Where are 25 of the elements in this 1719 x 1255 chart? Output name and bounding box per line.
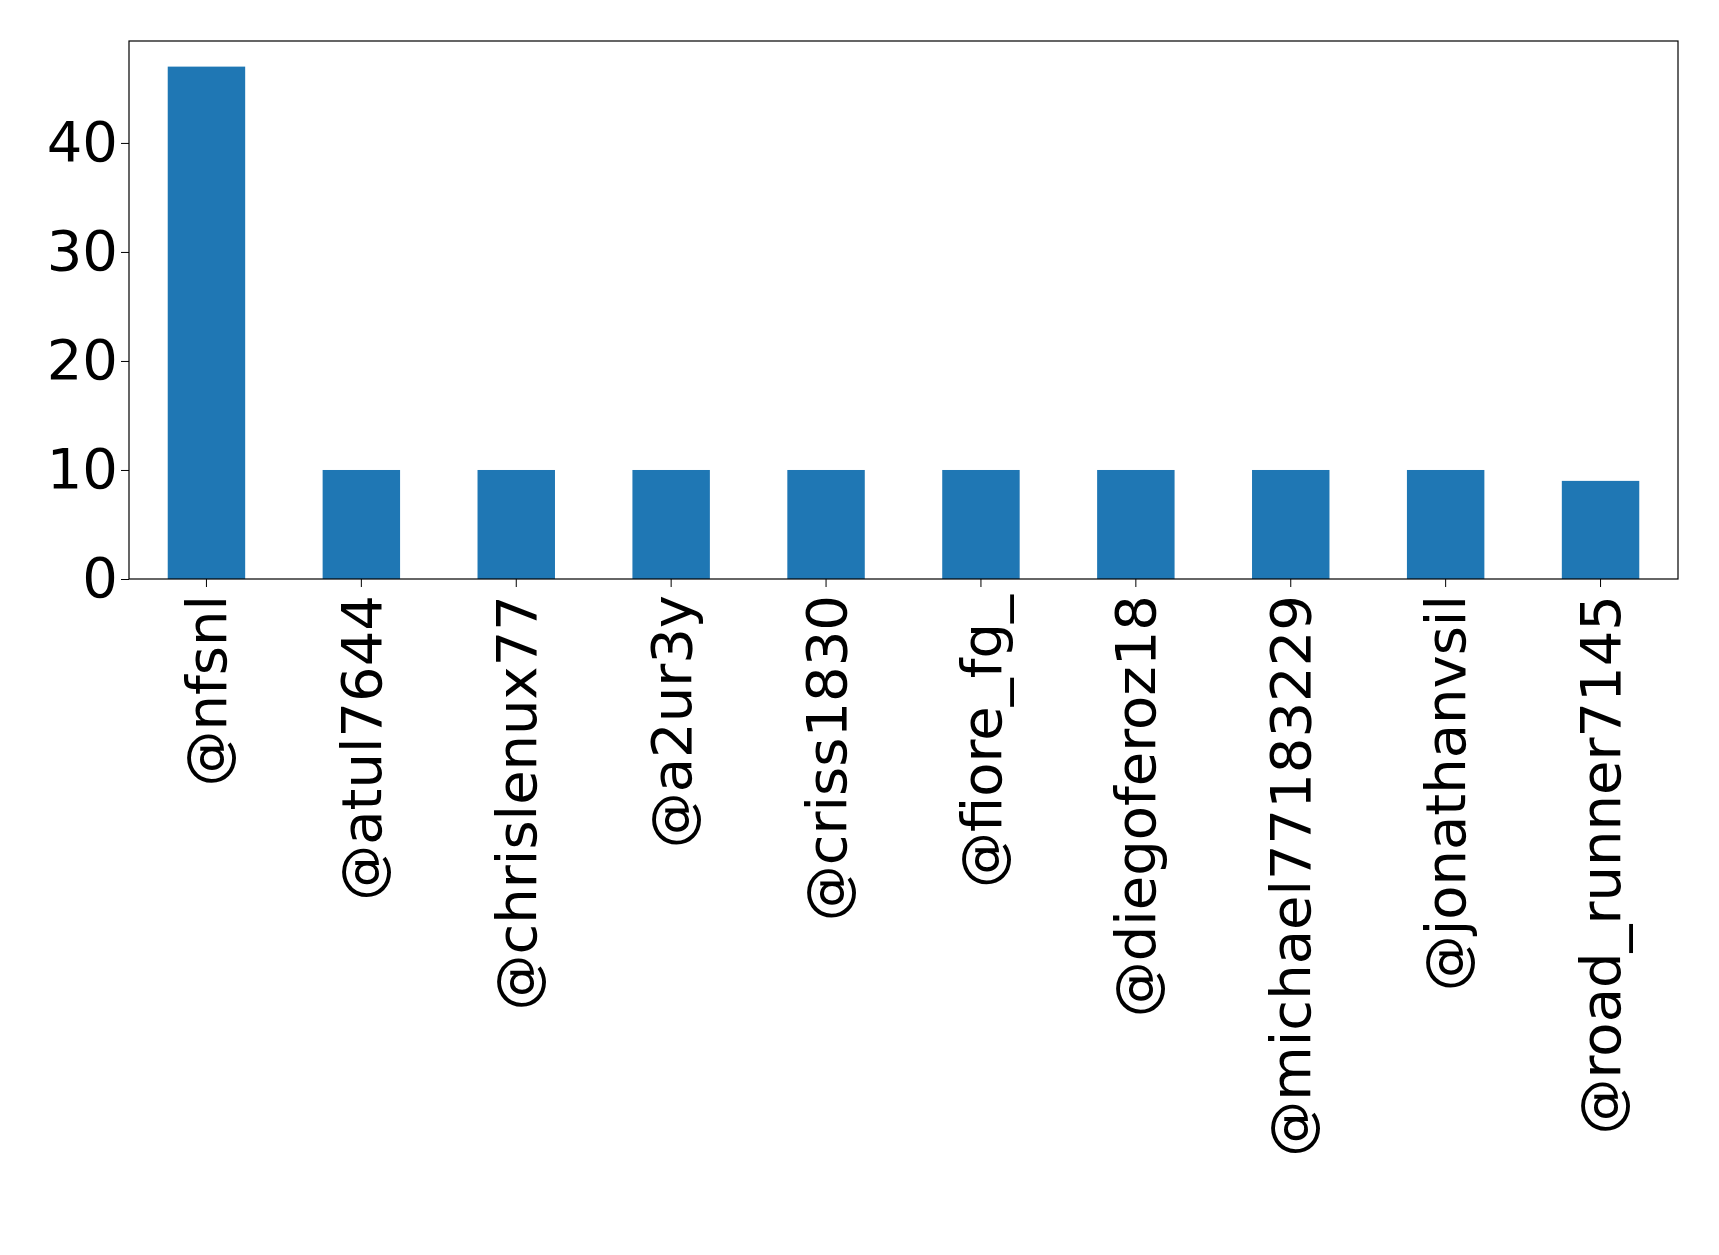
bar [1097, 469, 1175, 579]
y-tick-label: 0 [82, 545, 118, 611]
bar [322, 469, 401, 579]
x-tick-label: @road_runner7145 [1568, 595, 1634, 1135]
y-tick-label: 30 [46, 218, 118, 284]
x-tick-label: @diegoferoz18 [1103, 595, 1169, 1018]
x-tick-label: @a2ur3y [638, 595, 704, 849]
x-tick-label: @criss1830 [793, 595, 859, 922]
y-tick-label: 40 [46, 109, 118, 175]
x-tick-label: @chrislenux77 [483, 595, 549, 1011]
bar [1406, 469, 1485, 579]
x-tick-label: @atul7644 [328, 595, 394, 901]
bar [167, 66, 246, 579]
bar [942, 469, 1020, 579]
bar [632, 469, 710, 579]
y-tick-label: 10 [46, 436, 118, 502]
bar [1561, 480, 1640, 579]
bar [1252, 469, 1330, 579]
bar [477, 469, 555, 579]
x-tick-label: @michael77183229 [1258, 595, 1324, 1157]
x-tick-label: @jonathanvsil [1413, 595, 1479, 992]
x-tick-label: @nfsnl [174, 595, 240, 787]
y-tick-label: 20 [46, 327, 118, 393]
bar [787, 469, 865, 579]
x-tick-label: @fiore_fg_ [948, 594, 1014, 889]
